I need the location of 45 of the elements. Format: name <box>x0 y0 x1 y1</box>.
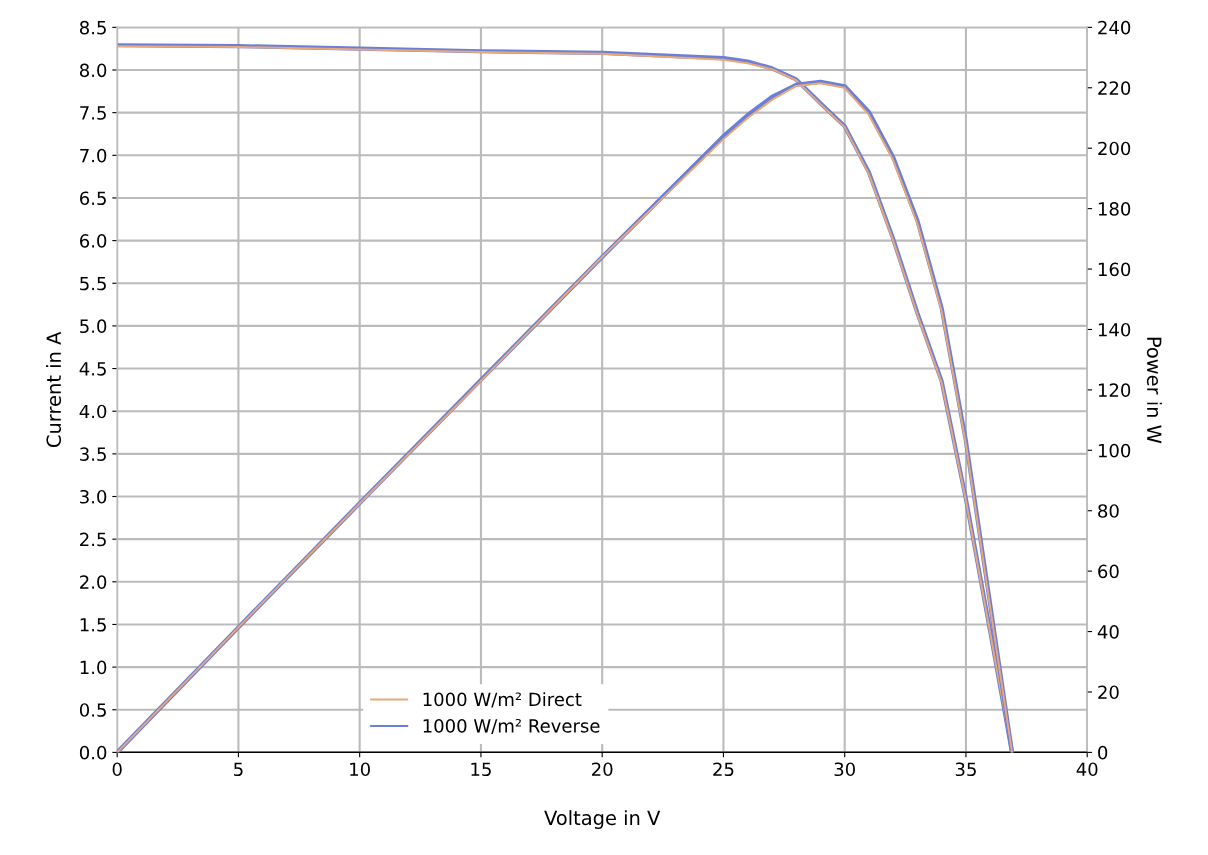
y-tick-label: 5.0 <box>80 319 107 334</box>
y-tick-label: 7.5 <box>80 106 106 120</box>
y2-tick-label: 60 <box>1098 564 1119 579</box>
y2-tick-label: 20 <box>1098 685 1119 700</box>
x-tick-label: 20 <box>592 762 613 777</box>
y-tick-label: 2.0 <box>80 575 107 589</box>
x-tick-label: 5 <box>234 762 243 777</box>
legend-label: 1000 W/m² Direct <box>423 692 582 708</box>
y-tick-label: 5.5 <box>80 276 106 291</box>
legend-label: 1000 W/m² Reverse <box>423 718 600 735</box>
y-tick-label: 7.0 <box>80 148 107 163</box>
y2-axis-title: Power in W <box>1146 337 1162 444</box>
y-tick-label: 0.5 <box>79 703 106 717</box>
x-tick-label: 15 <box>471 762 491 777</box>
y2-tick-label: 240 <box>1098 20 1131 35</box>
y-tick-label: 2.5 <box>80 532 106 547</box>
y-tick-label: 8.0 <box>79 63 107 78</box>
y2-tick-label: 200 <box>1098 141 1131 156</box>
x-tick-label: 30 <box>834 762 855 777</box>
y2-tick-label: 160 <box>1098 262 1131 277</box>
y-tick-label: 1.0 <box>80 660 107 675</box>
x-tick-label: 35 <box>955 762 976 777</box>
y2-tick-label: 180 <box>1098 202 1131 216</box>
y-tick-label: 3.0 <box>80 489 107 504</box>
y-tick-label: 1.5 <box>80 618 106 632</box>
x-tick-label: 0 <box>112 762 122 777</box>
y2-tick-label: 40 <box>1097 625 1119 639</box>
y-tick-label: 6.0 <box>80 234 107 248</box>
y2-tick-label: 0 <box>1098 745 1108 760</box>
y2-tick-label: 120 <box>1098 383 1131 397</box>
y2-tick-label: 100 <box>1098 443 1131 458</box>
x-tick-label: 40 <box>1076 762 1098 777</box>
x-axis-title: Voltage in V <box>544 810 661 829</box>
y2-tick-label: 140 <box>1098 322 1131 337</box>
y2-tick-label: 80 <box>1098 504 1119 518</box>
y2-tick-label: 220 <box>1098 81 1131 95</box>
y-tick-label: 0.0 <box>79 745 107 760</box>
y-tick-label: 6.5 <box>80 191 106 206</box>
y-tick-label: 4.0 <box>79 404 107 419</box>
y-tick-label: 4.5 <box>79 362 106 376</box>
y-axis-title: Current in A <box>46 331 62 447</box>
y-tick-label: 3.5 <box>80 447 106 461</box>
x-tick-label: 10 <box>350 762 370 777</box>
y-tick-label: 8.5 <box>79 20 106 35</box>
x-tick-label: 25 <box>713 762 734 777</box>
